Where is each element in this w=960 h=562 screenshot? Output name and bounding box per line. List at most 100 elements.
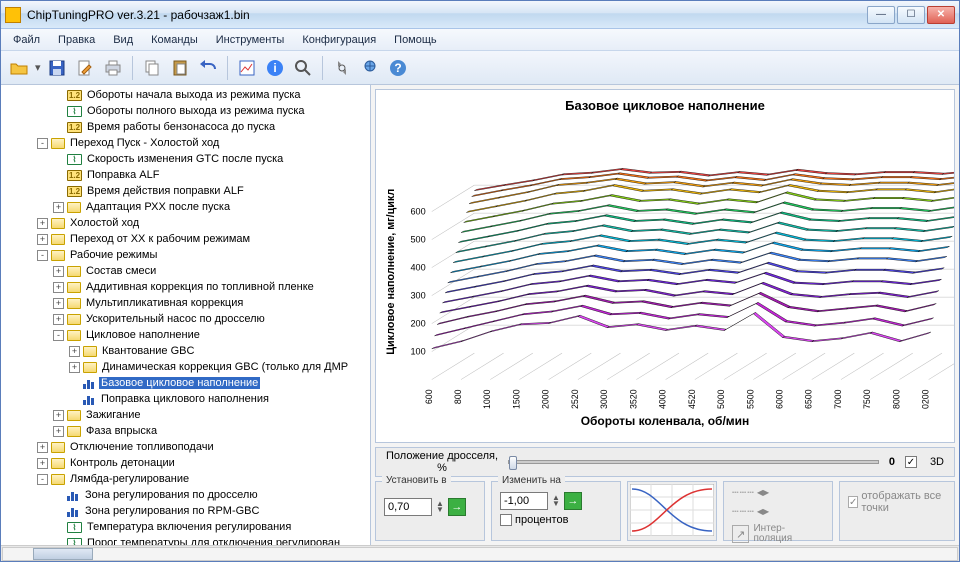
tree-label: Холостой ход (68, 217, 141, 229)
tree-row[interactable]: Базовое цикловое наполнение (5, 375, 370, 391)
undo-icon[interactable] (196, 56, 220, 80)
tree-row[interactable]: +Фаза впрыска (5, 423, 370, 439)
svg-text:300: 300 (410, 291, 425, 301)
menu-Вид[interactable]: Вид (105, 32, 141, 48)
open-icon[interactable] (7, 56, 31, 80)
panel-interp: ┄┄┄◀▶ ┄┄┄◀▶ ↗ Интер- поляция (723, 481, 833, 541)
tree-row[interactable]: ⌇Порог температуры для отключения регули… (5, 535, 370, 545)
svg-text:3520: 3520 (628, 389, 638, 409)
tree-icon (83, 394, 96, 405)
zoom-icon[interactable] (291, 56, 315, 80)
tree-row[interactable]: -Цикловое наполнение (5, 327, 370, 343)
tree-label: Температура включения регулирования (85, 521, 293, 533)
tree-label: Поправка ALF (85, 169, 161, 181)
tree-label: Поправка циклового наполнения (99, 393, 271, 405)
paste-icon[interactable] (168, 56, 192, 80)
tree-label: Переход от ХХ к рабочим режимам (68, 233, 252, 245)
change-go-button[interactable]: → (564, 492, 582, 510)
tree-row[interactable]: +Переход от ХХ к рабочим режимам (5, 231, 370, 247)
change-input[interactable] (500, 492, 548, 510)
help-icon[interactable]: ? (386, 56, 410, 80)
tree-row[interactable]: ⌇Температура включения регулирования (5, 519, 370, 535)
minimize-button[interactable]: — (867, 6, 895, 24)
cb-3d-label: 3D (930, 456, 944, 468)
throttle-slider[interactable] (508, 460, 879, 464)
tree-icon: 1.2 (67, 186, 82, 197)
edit-icon[interactable] (73, 56, 97, 80)
tree-row[interactable]: +Контроль детонации (5, 455, 370, 471)
maximize-button[interactable]: ☐ (897, 6, 925, 24)
svg-text:600: 600 (410, 207, 425, 217)
tree-label: Обороты начала выхода из режима пуска (85, 89, 303, 101)
close-button[interactable]: ✕ (927, 6, 955, 24)
svg-text:500: 500 (410, 235, 425, 245)
svg-text:2000: 2000 (541, 389, 551, 409)
tree-label: Обороты полного выхода из режима пуска (85, 105, 307, 117)
cb-3d[interactable]: ✓ (905, 456, 917, 468)
svg-text:5000: 5000 (716, 389, 726, 409)
tree-label: Скорость изменения GTC после пуска (85, 153, 285, 165)
menu-Команды[interactable]: Команды (143, 32, 206, 48)
tree-row[interactable]: 1.2Поправка ALF (5, 167, 370, 183)
svg-text:100: 100 (410, 347, 425, 357)
tree-label: Адаптация РХХ после пуска (84, 201, 232, 213)
tree-row[interactable]: 1.2Время работы бензонасоса до пуска (5, 119, 370, 135)
tree-row[interactable]: +Адаптация РХХ после пуска (5, 199, 370, 215)
cb-percent-label: процентов (515, 514, 568, 526)
content-panel: Базовое цикловое наполнение 100200300400… (371, 85, 959, 545)
svg-text:10200: 10200 (921, 389, 931, 409)
menu-Файл[interactable]: Файл (5, 32, 48, 48)
tree-row[interactable]: -Рабочие режимы (5, 247, 370, 263)
tree-scrollbar[interactable] (1, 545, 959, 561)
tree-icon: ⌇ (67, 106, 82, 117)
menu-Правка[interactable]: Правка (50, 32, 103, 48)
tree-row[interactable]: +Холостой ход (5, 215, 370, 231)
svg-text:800: 800 (453, 389, 463, 404)
menu-Помощь[interactable]: Помощь (386, 32, 445, 48)
tree-row[interactable]: +Квантование GBC (5, 343, 370, 359)
tree-row[interactable]: Поправка циклового наполнения (5, 391, 370, 407)
settings-icon[interactable] (330, 56, 354, 80)
cb-showall[interactable]: ✓ (848, 496, 858, 508)
info-icon[interactable]: i (263, 56, 287, 80)
tool1-icon[interactable] (235, 56, 259, 80)
tree-label: Контроль детонации (68, 457, 177, 469)
cb-percent[interactable] (500, 514, 512, 526)
tree-label: Состав смеси (84, 265, 158, 277)
set-go-button[interactable]: → (448, 498, 466, 516)
tree-row[interactable]: -Переход Пуск - Холостой ход (5, 135, 370, 151)
copy-icon[interactable] (140, 56, 164, 80)
tree-row[interactable]: 1.2Время действия поправки ALF (5, 183, 370, 199)
tree-row[interactable]: +Ускорительный насос по дросселю (5, 311, 370, 327)
tree-icon (83, 362, 97, 373)
print-icon[interactable] (101, 56, 125, 80)
panel-change-title: Изменить на (498, 475, 565, 486)
set-input[interactable] (384, 498, 432, 516)
tree-row[interactable]: Зона регулирования по RPM-GBC (5, 503, 370, 519)
tree-row[interactable]: ⌇Скорость изменения GTC после пуска (5, 151, 370, 167)
tree-icon: ⌇ (67, 538, 82, 546)
svg-text:8000: 8000 (891, 389, 901, 409)
tree-icon (67, 298, 81, 309)
tree-label: Базовое цикловое наполнение (99, 377, 260, 389)
tree-icon (67, 490, 80, 501)
tree-row[interactable]: +Состав смеси (5, 263, 370, 279)
tree-row[interactable]: +Аддитивная коррекция по топливной пленк… (5, 279, 370, 295)
chart-3d[interactable]: 1002003004005006006008001000150020002520… (376, 115, 954, 409)
save-icon[interactable] (45, 56, 69, 80)
network-icon[interactable] (358, 56, 382, 80)
menu-Инструменты[interactable]: Инструменты (208, 32, 293, 48)
tree-icon (67, 282, 81, 293)
tree-row[interactable]: +Динамическая коррекция GBC (только для … (5, 359, 370, 375)
chart-title: Базовое цикловое наполнение (376, 90, 954, 115)
tree-row[interactable]: Зона регулирования по дросселю (5, 487, 370, 503)
tree-icon (51, 474, 65, 485)
tree-row[interactable]: +Зажигание (5, 407, 370, 423)
tree-row[interactable]: ⌇Обороты полного выхода из режима пуска (5, 103, 370, 119)
tree-panel[interactable]: 1.2Обороты начала выхода из режима пуска… (1, 85, 371, 545)
tree-row[interactable]: +Отключение топливоподачи (5, 439, 370, 455)
tree-row[interactable]: +Мультипликативная коррекция (5, 295, 370, 311)
tree-row[interactable]: 1.2Обороты начала выхода из режима пуска (5, 87, 370, 103)
tree-row[interactable]: -Лямбда-регулирование (5, 471, 370, 487)
menu-Конфигурация[interactable]: Конфигурация (294, 32, 384, 48)
